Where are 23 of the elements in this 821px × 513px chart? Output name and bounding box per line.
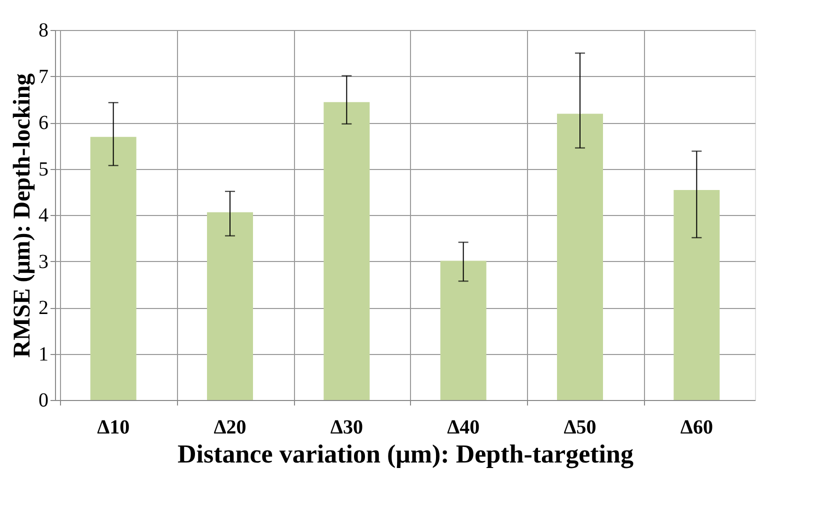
x-tick-label: Δ10 bbox=[97, 416, 130, 438]
y-tick-label: 7 bbox=[38, 66, 48, 88]
bar bbox=[674, 190, 720, 400]
x-tick-label: Δ50 bbox=[564, 416, 596, 438]
bar bbox=[557, 114, 603, 400]
x-tick-label: Δ20 bbox=[214, 416, 246, 438]
bar bbox=[440, 260, 486, 400]
y-tick-label: 8 bbox=[38, 20, 48, 42]
x-tick-label: Δ30 bbox=[330, 416, 363, 438]
x-tick-label: Δ60 bbox=[680, 416, 713, 438]
y-tick-label: 4 bbox=[38, 204, 48, 226]
x-axis-title: Distance variation (μm): Depth-targeting bbox=[178, 440, 634, 468]
y-tick-label: 5 bbox=[38, 158, 48, 180]
y-tick-label: 6 bbox=[38, 112, 48, 134]
x-tick-label: Δ40 bbox=[447, 416, 480, 438]
y-axis-title: RMSE (μm): Depth-locking bbox=[10, 73, 36, 358]
y-tick-label: 0 bbox=[38, 390, 48, 412]
bar bbox=[207, 212, 253, 400]
y-tick-label: 3 bbox=[38, 250, 48, 273]
y-tick-label: 2 bbox=[38, 297, 48, 319]
y-tick-label: 1 bbox=[38, 343, 48, 366]
bar bbox=[90, 136, 136, 400]
bar bbox=[324, 102, 370, 400]
